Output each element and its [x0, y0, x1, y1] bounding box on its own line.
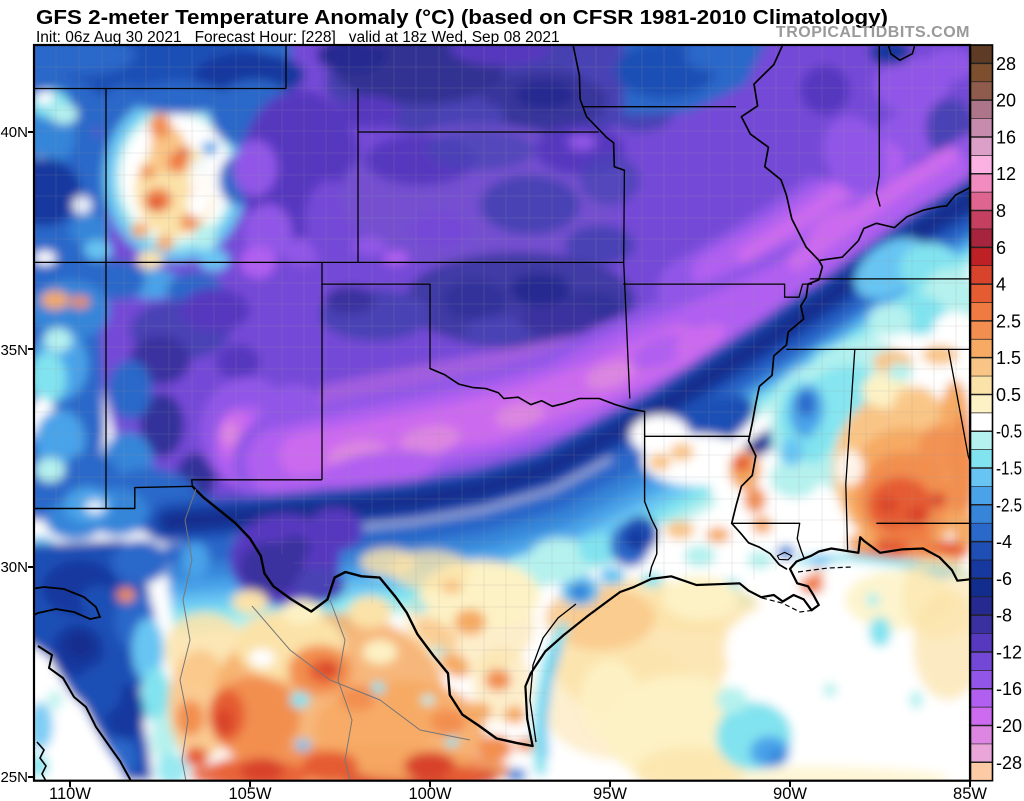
svg-text:0.5: 0.5	[996, 385, 1021, 405]
svg-text:105W: 105W	[228, 785, 272, 801]
svg-text:1.5: 1.5	[996, 348, 1021, 368]
svg-text:100W: 100W	[408, 785, 452, 801]
svg-text:-8: -8	[996, 606, 1012, 626]
svg-text:20: 20	[996, 91, 1016, 111]
svg-text:-12: -12	[996, 643, 1022, 663]
svg-text:90W: 90W	[773, 785, 807, 801]
svg-text:85W: 85W	[953, 785, 987, 801]
svg-text:-28: -28	[996, 753, 1022, 773]
svg-text:2.5: 2.5	[996, 311, 1021, 331]
svg-text:-1.5: -1.5	[996, 459, 1022, 479]
svg-text:110W: 110W	[49, 785, 91, 801]
svg-text:-4: -4	[996, 532, 1012, 552]
svg-text:-2.5: -2.5	[996, 495, 1022, 515]
svg-text:4: 4	[996, 275, 1006, 295]
svg-text:12: 12	[996, 164, 1016, 184]
svg-text:30N: 30N	[0, 559, 28, 576]
svg-text:28: 28	[996, 54, 1016, 74]
svg-text:35N: 35N	[0, 342, 28, 359]
svg-text:8: 8	[996, 201, 1006, 221]
svg-text:GFS 2-meter Temperature Anomal: GFS 2-meter Temperature Anomaly (°C) (ba…	[36, 7, 888, 29]
svg-text:25N: 25N	[0, 769, 28, 786]
svg-text:-0.5: -0.5	[996, 422, 1022, 442]
svg-text:-6: -6	[996, 569, 1012, 589]
svg-text:TROPICALTIDBITS.COM: TROPICALTIDBITS.COM	[776, 24, 970, 41]
svg-text:95W: 95W	[593, 785, 627, 801]
svg-text:40N: 40N	[0, 124, 28, 141]
svg-text:-16: -16	[996, 679, 1022, 699]
svg-text:6: 6	[996, 238, 1006, 258]
svg-text:Init: 06z Aug 30 2021 Foreca: Init: 06z Aug 30 2021 Forecast Hour: [22…	[36, 29, 560, 46]
svg-text:-20: -20	[996, 716, 1022, 736]
svg-text:16: 16	[996, 128, 1016, 148]
